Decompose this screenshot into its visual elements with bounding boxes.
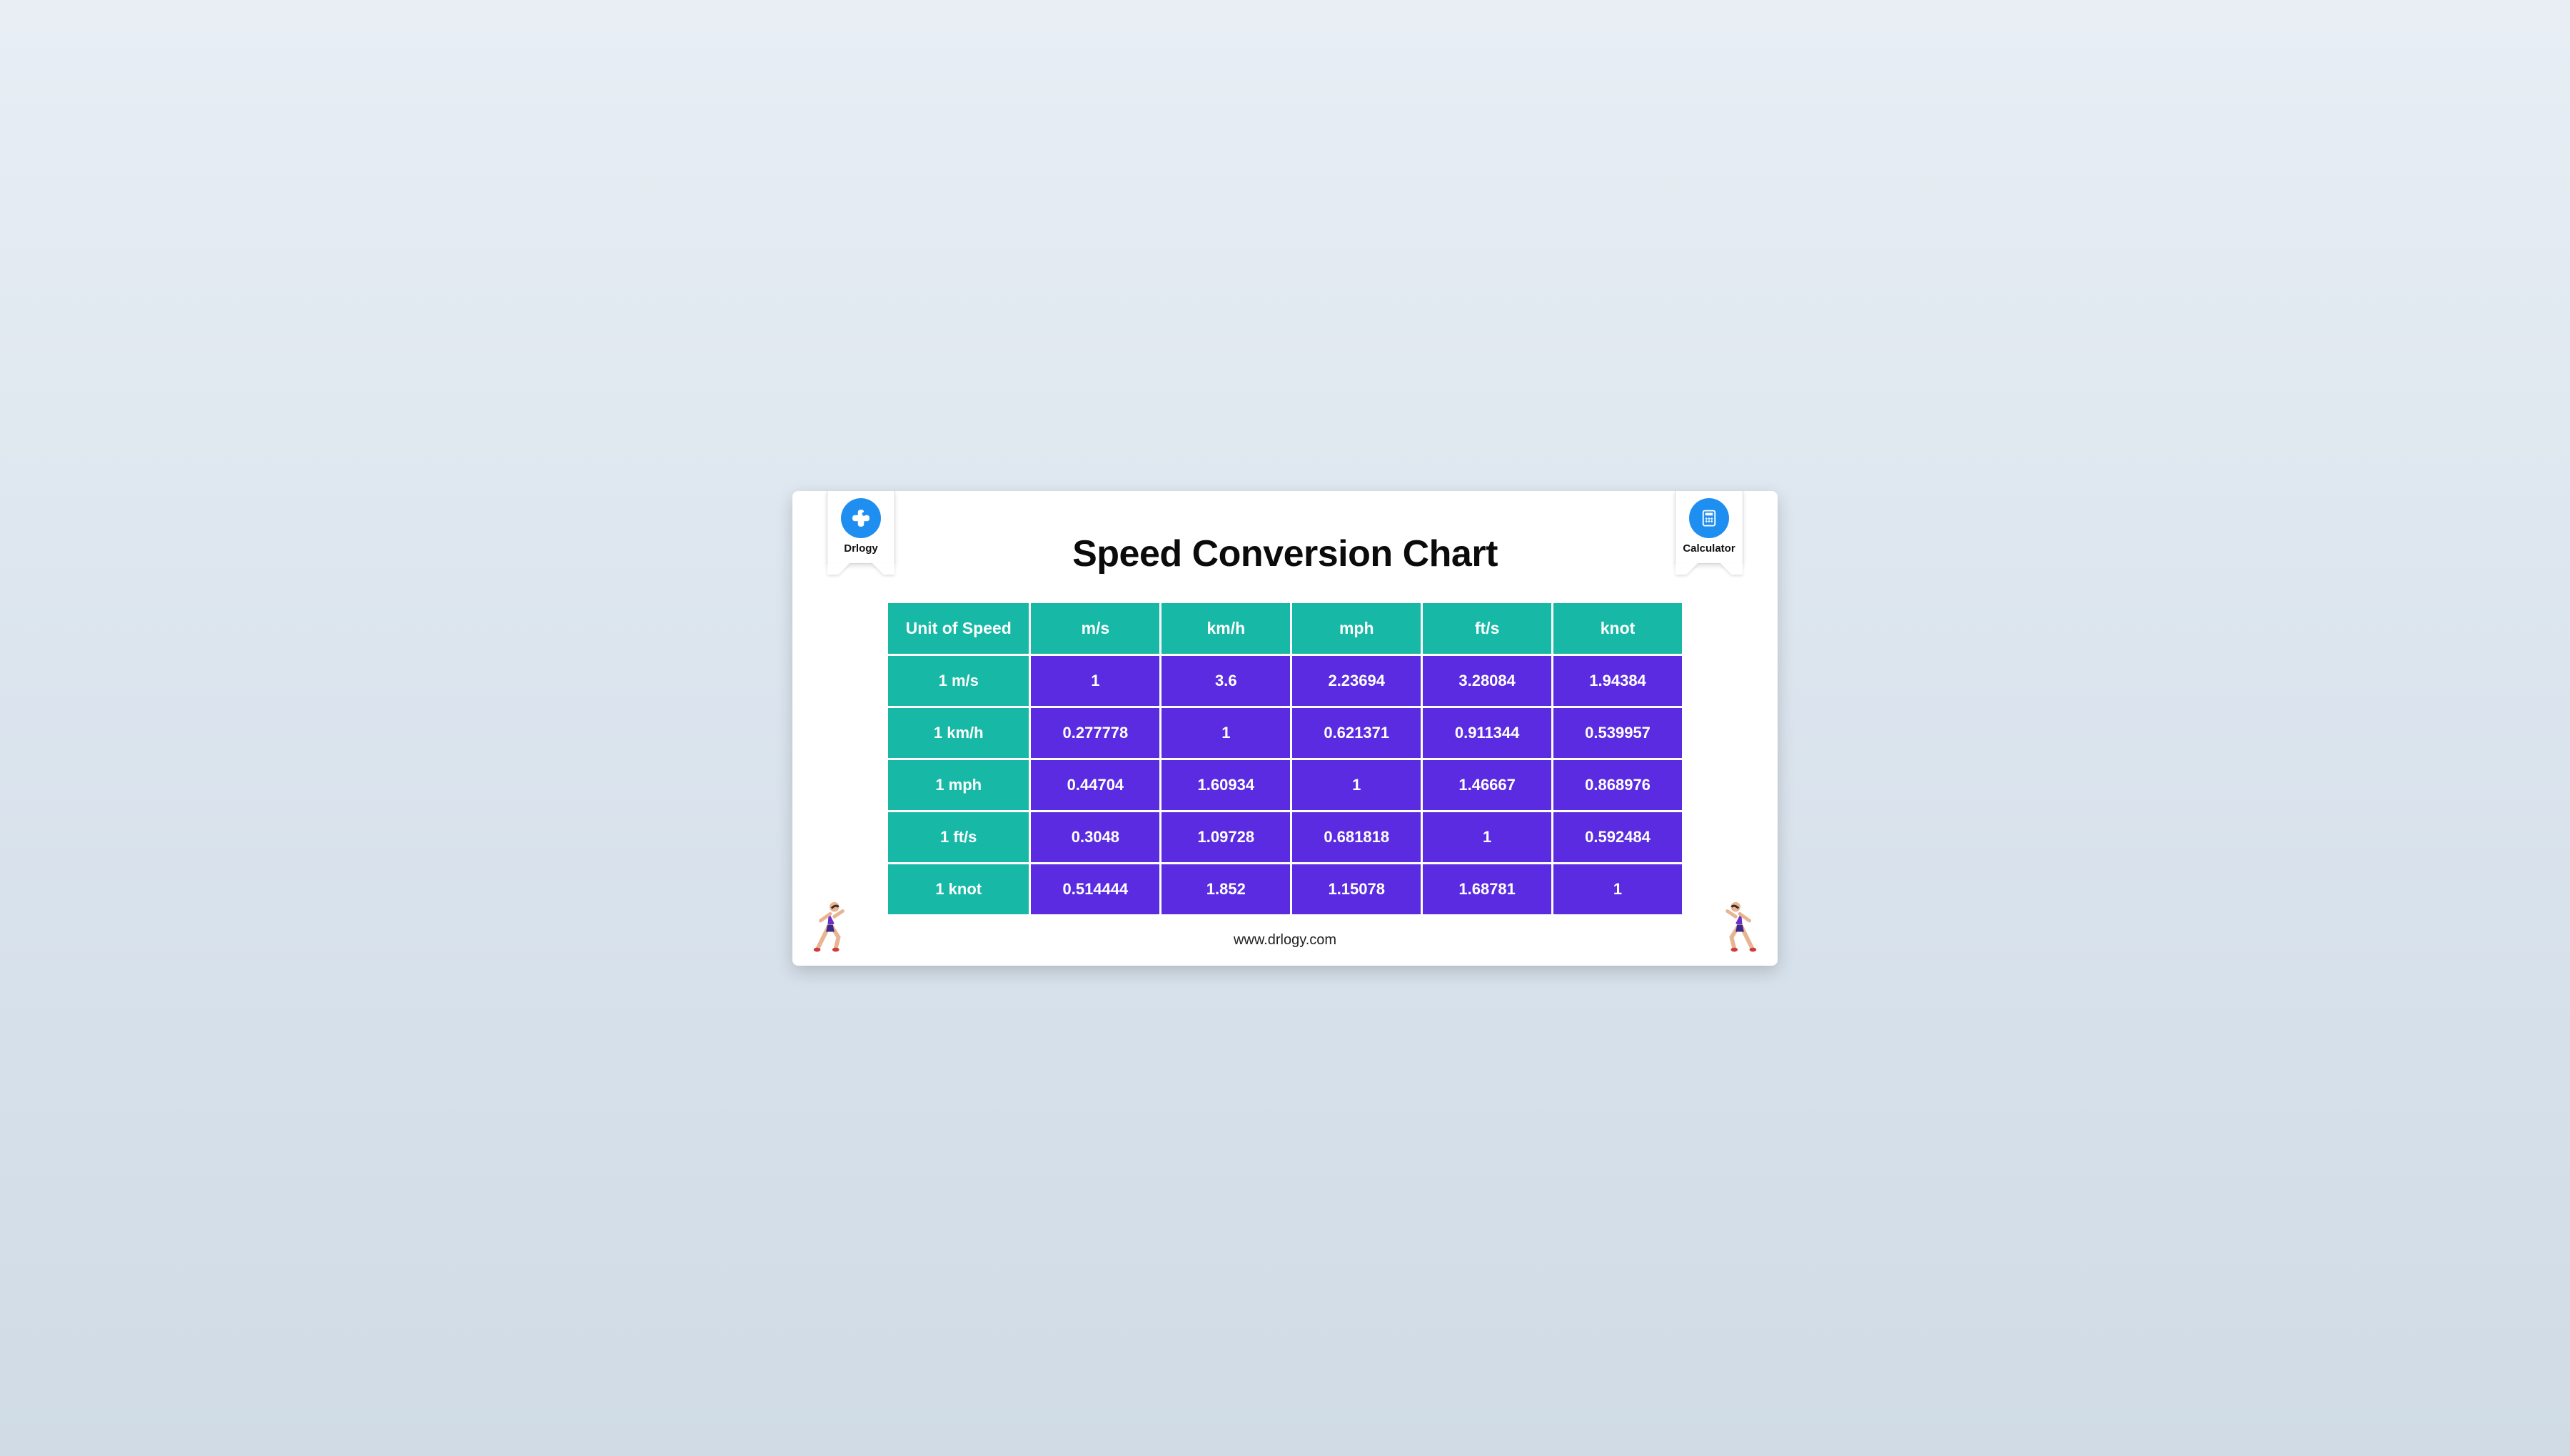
chart-card: Drlogy Calculator Speed Conversion Chart…: [792, 491, 1778, 966]
data-cell: 0.3048: [1031, 812, 1159, 862]
conversion-table-wrap: Unit of Speed m/s km/h mph ft/s knot 1 m…: [886, 601, 1684, 916]
calculator-badge-label: Calculator: [1678, 542, 1740, 555]
medical-plus-icon: [841, 498, 881, 538]
data-cell: 1: [1423, 812, 1551, 862]
table-header-row: Unit of Speed m/s km/h mph ft/s knot: [888, 603, 1682, 654]
row-label: 1 mph: [888, 760, 1029, 810]
data-cell: 3.6: [1161, 656, 1290, 706]
row-label: 1 knot: [888, 864, 1029, 914]
data-cell: 0.277778: [1031, 708, 1159, 758]
brand-badge-label: Drlogy: [830, 542, 892, 555]
row-label: 1 ft/s: [888, 812, 1029, 862]
table-row: 1 mph0.447041.6093411.466670.868976: [888, 760, 1682, 810]
data-cell: 0.539957: [1553, 708, 1682, 758]
page-title: Speed Conversion Chart: [821, 532, 1749, 575]
data-cell: 1: [1031, 656, 1159, 706]
col-header-mph: mph: [1292, 603, 1421, 654]
data-cell: 0.44704: [1031, 760, 1159, 810]
col-header-ms: m/s: [1031, 603, 1159, 654]
data-cell: 3.28084: [1423, 656, 1551, 706]
data-cell: 0.681818: [1292, 812, 1421, 862]
data-cell: 0.592484: [1553, 812, 1682, 862]
col-header-fts: ft/s: [1423, 603, 1551, 654]
runner-left-icon: [808, 900, 850, 955]
row-label: 1 m/s: [888, 656, 1029, 706]
calculator-icon: [1689, 498, 1729, 538]
conversion-table: Unit of Speed m/s km/h mph ft/s knot 1 m…: [886, 601, 1684, 916]
footer-url: www.drlogy.com: [821, 932, 1749, 949]
col-header-kmh: km/h: [1161, 603, 1290, 654]
data-cell: 1.15078: [1292, 864, 1421, 914]
runner-right-icon: [1720, 900, 1762, 955]
data-cell: 2.23694: [1292, 656, 1421, 706]
table-row: 1 m/s13.62.236943.280841.94384: [888, 656, 1682, 706]
data-cell: 1.94384: [1553, 656, 1682, 706]
col-header-unit: Unit of Speed: [888, 603, 1029, 654]
col-header-knot: knot: [1553, 603, 1682, 654]
brand-badge: Drlogy: [827, 491, 895, 564]
data-cell: 0.621371: [1292, 708, 1421, 758]
data-cell: 1.60934: [1161, 760, 1290, 810]
data-cell: 1: [1292, 760, 1421, 810]
table-row: 1 km/h0.27777810.6213710.9113440.539957: [888, 708, 1682, 758]
data-cell: 1: [1553, 864, 1682, 914]
table-row: 1 knot0.5144441.8521.150781.687811: [888, 864, 1682, 914]
data-cell: 0.911344: [1423, 708, 1551, 758]
data-cell: 0.514444: [1031, 864, 1159, 914]
data-cell: 1.46667: [1423, 760, 1551, 810]
data-cell: 1.09728: [1161, 812, 1290, 862]
data-cell: 1.852: [1161, 864, 1290, 914]
table-body: 1 m/s13.62.236943.280841.943841 km/h0.27…: [888, 656, 1682, 914]
table-row: 1 ft/s0.30481.097280.68181810.592484: [888, 812, 1682, 862]
data-cell: 0.868976: [1553, 760, 1682, 810]
calculator-badge: Calculator: [1675, 491, 1743, 564]
data-cell: 1: [1161, 708, 1290, 758]
row-label: 1 km/h: [888, 708, 1029, 758]
data-cell: 1.68781: [1423, 864, 1551, 914]
